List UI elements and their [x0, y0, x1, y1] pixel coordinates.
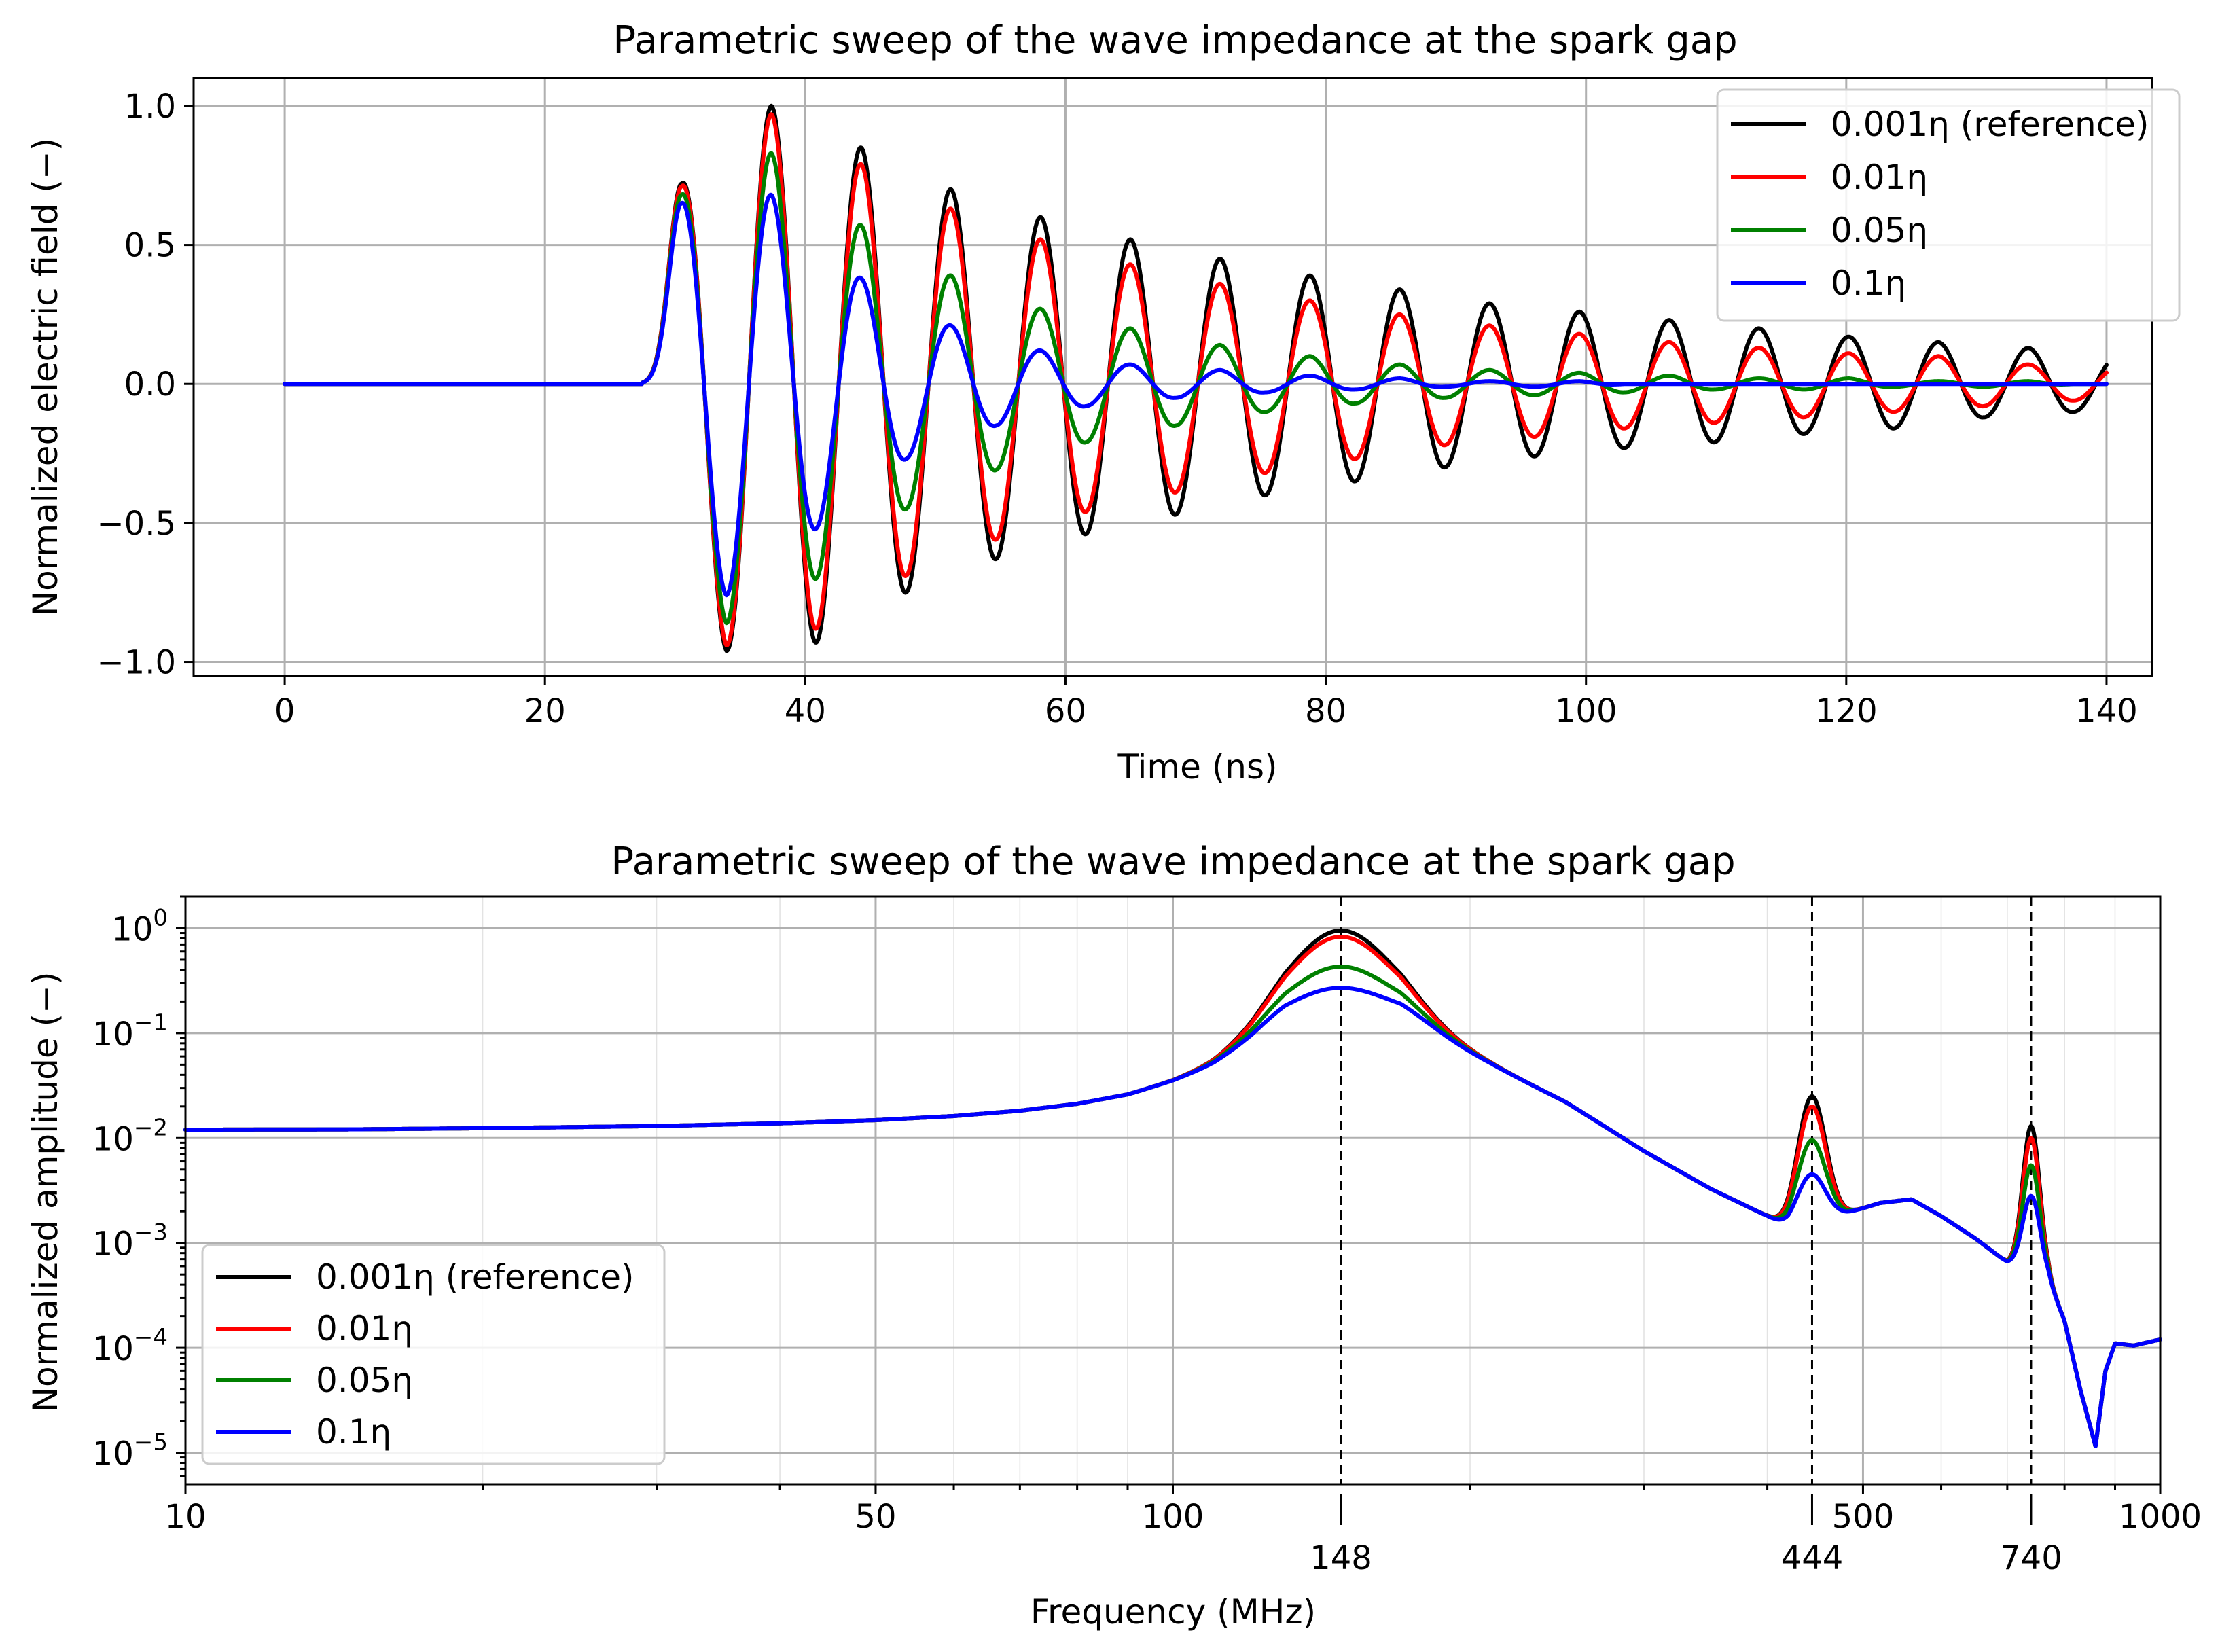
y-tick-label: 10−4: [92, 1324, 168, 1368]
time-chart-x-ticks: 0 20 40 60 80 100 120 140: [274, 676, 2138, 730]
time-chart-x-label: Time (ns): [1117, 747, 1277, 787]
y-tick-base: 10: [92, 1120, 134, 1158]
y-tick-label: 10−1: [92, 1009, 168, 1054]
legend-label-0: 0.001η (reference): [316, 1257, 634, 1297]
y-tick-exponent: −2: [134, 1114, 168, 1141]
frequency-chart-y-label: Normalized amplitude (−): [26, 972, 65, 1413]
y-tick-exponent: 0: [153, 904, 168, 931]
frequency-domain-chart: Parametric sweep of the wave impedance a…: [26, 840, 2202, 1632]
y-tick-exponent: −3: [134, 1219, 168, 1246]
marker-label-444: 444: [1781, 1539, 1844, 1577]
y-tick-label: 10−2: [92, 1114, 168, 1158]
x-tick-label: 100: [1555, 692, 1617, 730]
y-tick-exponent: −4: [134, 1324, 168, 1351]
x-tick-label: 50: [855, 1498, 896, 1536]
y-tick-base: 10: [92, 1435, 134, 1473]
marker-label-148: 148: [1310, 1539, 1372, 1577]
frequency-chart-marker-lines: [1340, 897, 2033, 1484]
x-tick-label: 60: [1045, 692, 1086, 730]
time-chart-frame: [192, 77, 2153, 677]
y-tick-base: 10: [111, 910, 153, 948]
y-tick-label: 1.0: [124, 88, 176, 126]
frequency-series-line-3: [183, 986, 2162, 1448]
x-tick-label: 140: [2075, 692, 2138, 730]
frequency-chart-x-ticks: 10 50 100 500 1000 148 444 740: [164, 1484, 2202, 1577]
y-tick-label: 10−5: [92, 1429, 168, 1473]
x-tick-label: 10: [164, 1498, 206, 1536]
time-chart-y-ticks: −1.0 −0.5 0.0 0.5 1.0: [96, 88, 194, 682]
y-tick-exponent: −5: [134, 1429, 168, 1456]
time-chart-y-label: Normalized electric field (−): [26, 138, 65, 616]
legend-label-2: 0.05η: [316, 1361, 413, 1400]
legend-label-1: 0.01η: [316, 1309, 413, 1348]
time-chart-title: Parametric sweep of the wave impedance a…: [613, 18, 1737, 62]
x-tick-label: 40: [785, 692, 826, 730]
x-tick-label: 100: [1142, 1498, 1204, 1536]
legend-label-2: 0.05η: [1831, 211, 1928, 250]
x-tick-label: 120: [1815, 692, 1878, 730]
x-tick-label: 80: [1305, 692, 1346, 730]
y-tick-label: 10−3: [92, 1219, 168, 1263]
frequency-chart-series: [183, 928, 2162, 1448]
time-chart-legend: 0.001η (reference) 0.01η 0.05η 0.1η: [1716, 88, 2181, 322]
legend-label-3: 0.1η: [1831, 264, 1906, 303]
time-series-line-3: [283, 192, 2109, 598]
time-chart-series: [283, 103, 2109, 653]
y-tick-base: 10: [92, 1225, 134, 1263]
legend-label-1: 0.01η: [1831, 158, 1928, 197]
legend-label-0: 0.001η (reference): [1831, 105, 2149, 144]
marker-label-740: 740: [2000, 1539, 2062, 1577]
y-tick-base: 10: [92, 1330, 134, 1368]
y-tick-label: −1.0: [96, 644, 176, 682]
y-tick-label: −0.5: [96, 505, 176, 543]
x-tick-label: 500: [1832, 1498, 1895, 1536]
frequency-chart-legend: 0.001η (reference) 0.01η 0.05η 0.1η: [201, 1244, 666, 1465]
y-tick-base: 10: [92, 1016, 134, 1054]
y-tick-label: 0.5: [124, 227, 176, 265]
legend-label-3: 0.1η: [316, 1412, 391, 1452]
x-tick-label: 1000: [2119, 1498, 2202, 1536]
x-tick-label: 0: [274, 692, 296, 730]
y-tick-label: 100: [111, 904, 168, 948]
time-domain-chart: Parametric sweep of the wave impedance a…: [26, 18, 2181, 787]
y-tick-exponent: −1: [134, 1009, 168, 1037]
x-tick-label: 20: [524, 692, 566, 730]
y-tick-label: 0.0: [124, 365, 176, 403]
frequency-chart-x-label: Frequency (MHz): [1031, 1592, 1316, 1632]
frequency-chart-title: Parametric sweep of the wave impedance a…: [611, 840, 1735, 884]
